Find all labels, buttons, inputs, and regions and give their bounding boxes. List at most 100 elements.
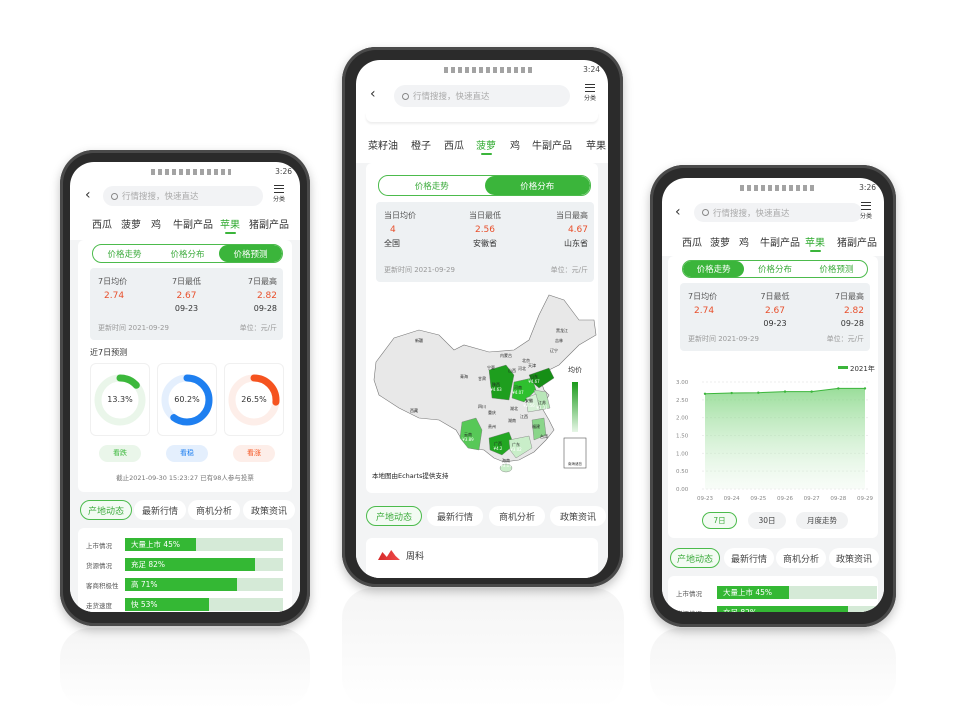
province-label: 台湾: [540, 433, 548, 439]
category-tab[interactable]: 苹果: [805, 238, 825, 249]
segment-tab[interactable]: 价格分布: [170, 249, 205, 260]
category-tab[interactable]: 菠萝: [710, 238, 730, 249]
category-tab[interactable]: 鸡: [739, 238, 749, 249]
category-tab[interactable]: 橙子: [411, 141, 431, 152]
search-input[interactable]: 行情搜搜，快速直达: [394, 85, 570, 107]
vote-button[interactable]: 看涨: [233, 445, 275, 462]
segment-tab[interactable]: 价格走势: [414, 181, 449, 192]
update-time: 更新时间 2021-09-29: [384, 266, 455, 274]
stat-label: 7日均价: [688, 292, 718, 301]
category-tab[interactable]: 苹果: [586, 141, 606, 152]
province-label: 宁夏: [487, 364, 495, 370]
search-input[interactable]: 行情搜搜，快速直达: [103, 186, 263, 206]
news-tab[interactable]: 商机分析: [489, 506, 545, 526]
market-status-label: 上市情况: [86, 542, 112, 550]
news-tab[interactable]: 政策资讯: [550, 506, 606, 526]
market-status-fill: 快 53%: [125, 598, 209, 611]
news-tab[interactable]: 最新行情: [427, 506, 483, 526]
back-button[interactable]: ‹: [675, 204, 681, 220]
category-tab[interactable]: 西瓜: [444, 141, 464, 152]
donut-arc: [161, 374, 213, 426]
stat-column: 7日均价 2.74: [688, 291, 717, 319]
category-tab[interactable]: 菠萝: [121, 220, 141, 231]
category-tab[interactable]: 苹果: [220, 220, 240, 231]
segment-tab[interactable]: 价格分布: [757, 265, 792, 275]
signal-icons: [444, 67, 533, 73]
category-tab[interactable]: 牛副产品: [760, 238, 800, 249]
category-tab[interactable]: 牛副产品: [173, 220, 213, 231]
segment-tab[interactable]: 价格走势: [683, 261, 745, 277]
segment-tab[interactable]: 价格预测: [219, 245, 282, 262]
category-tab[interactable]: 猪副产品: [249, 220, 289, 231]
menu-label: 分类: [584, 95, 597, 102]
news-tab[interactable]: 最新行情: [134, 500, 186, 520]
news-title[interactable]: 周科: [406, 552, 425, 562]
search-input[interactable]: 行情搜搜，快速直达: [694, 203, 862, 222]
news-tab[interactable]: 产地动态: [80, 500, 132, 520]
category-tab[interactable]: 牛副产品: [532, 141, 572, 152]
stat-column: 7日均价 2.74: [98, 276, 127, 304]
signal-icons: [739, 185, 818, 191]
y-tick-label: 1.50: [676, 434, 689, 440]
back-button[interactable]: ‹: [370, 86, 376, 102]
donut-percent: 26.5%: [241, 395, 267, 404]
segment-tab[interactable]: 价格预测: [819, 265, 854, 275]
category-tab[interactable]: 菜籽油: [368, 141, 398, 152]
y-tick-label: 2.50: [676, 398, 689, 404]
province-price-label: ¥3.02: [510, 447, 522, 452]
range-button[interactable]: 30日: [748, 512, 786, 529]
news-tab[interactable]: 政策资讯: [243, 500, 295, 520]
market-status-bar: 大量上市 45%: [717, 586, 877, 599]
x-tick-label: 09-27: [804, 496, 820, 502]
news-tab[interactable]: 商机分析: [188, 500, 240, 520]
forecast-donut: [228, 374, 280, 426]
category-tab[interactable]: 鸡: [510, 141, 520, 152]
vote-button[interactable]: 看稳: [166, 445, 208, 462]
range-button[interactable]: 月度走势: [796, 512, 848, 529]
segment-tab[interactable]: 价格走势: [107, 249, 142, 260]
range-button[interactable]: 7日: [702, 512, 737, 529]
menu-icon: [861, 202, 871, 210]
donut-percent: 13.3%: [107, 395, 133, 404]
vote-button[interactable]: 看跌: [99, 445, 141, 462]
province-label: 天津: [528, 362, 536, 368]
news-tab[interactable]: 最新行情: [724, 548, 774, 568]
segment-tab[interactable]: 价格分布: [484, 176, 590, 195]
stat-sub: 安徽省: [473, 239, 497, 248]
screen-price-trend: 3:26 ‹ 行情搜搜，快速直达 分类 西瓜 菠萝鸡牛副产品 苹果 猪副产品 价格走势 价格分布价…: [662, 178, 884, 612]
province-label: 内蒙古: [500, 352, 512, 358]
y-tick-label: 0.50: [676, 469, 689, 475]
back-button[interactable]: ‹: [85, 187, 91, 203]
news-tab[interactable]: 产地动态: [366, 506, 422, 526]
stat-label: 7日最高: [247, 277, 277, 286]
forecast-donut-card: 26.5%: [224, 363, 284, 436]
stat-column: 7日最高 2.82 09-28: [835, 291, 864, 328]
x-tick-label: 09-25: [750, 496, 766, 502]
menu-label: 分类: [273, 196, 286, 203]
province-price-label: ¥3.31: [536, 405, 548, 410]
screen-price-distribution: 3:24 ‹ 行情搜搜，快速直达 分类 菜籽油 橙子 西瓜 菠萝 鸡 牛副产品 苹果 价格走势 价格分布…: [356, 60, 608, 578]
province-label: 黑龙江: [556, 327, 568, 333]
category-tab[interactable]: 西瓜: [682, 238, 702, 249]
category-tab[interactable]: 西瓜: [92, 220, 112, 231]
category-tab[interactable]: 菠萝: [476, 141, 496, 152]
stat-column: 7日最低 2.67 09-23: [750, 291, 800, 328]
stat-value: 2.82: [843, 306, 864, 316]
phone-center: 3:24 ‹ 行情搜搜，快速直达 分类 菜籽油 橙子 西瓜 菠萝 鸡 牛副产品 苹果 价格走势 价格分布…: [342, 47, 623, 587]
province-label: 广东: [512, 441, 520, 447]
category-tab[interactable]: 猪副产品: [837, 238, 877, 249]
province-yunnan: [459, 417, 483, 451]
category-menu-button[interactable]: 分类: [273, 185, 285, 203]
province-label: 江西: [520, 413, 528, 419]
market-status-fill: 高 71%: [125, 578, 238, 591]
category-tab[interactable]: 鸡: [151, 220, 161, 231]
province-label: 陕西: [492, 381, 500, 387]
market-status-fill: 充足 82%: [717, 606, 849, 612]
province-label: 江苏: [538, 399, 546, 405]
news-tab[interactable]: 商机分析: [776, 548, 826, 568]
news-tab[interactable]: 产地动态: [670, 548, 720, 568]
category-menu-button[interactable]: 分类: [584, 84, 596, 102]
category-menu-button[interactable]: 分类: [860, 202, 872, 220]
news-tab[interactable]: 政策资讯: [829, 548, 879, 568]
